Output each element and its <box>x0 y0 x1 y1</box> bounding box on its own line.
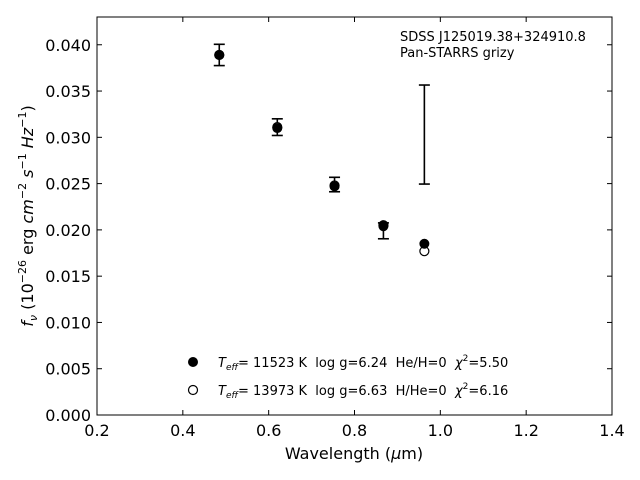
x-tick-label: 1.2 <box>513 421 538 440</box>
model-he-point <box>329 181 340 192</box>
y-tick-label: 0.020 <box>45 221 91 240</box>
y-tick-label: 0.030 <box>45 128 91 147</box>
model-he-point <box>272 123 283 134</box>
y-axis-label: fν (10−26 erg cm−2 s−1 Hz−1) <box>16 105 40 326</box>
model-he-point <box>214 49 225 60</box>
x-axis-label: Wavelength (μm) <box>285 444 423 463</box>
y-axis: 0.000 0.005 0.010 0.015 0.020 0.025 0.030 0.035… <box>45 36 612 425</box>
annotation-line-1: SDSS J125019.38+324910.8 <box>400 30 586 45</box>
legend-marker-open <box>187 384 199 396</box>
legend: Teff= 11523 K log g=6.24 He/H=0 χ2=5.50 … <box>187 354 508 401</box>
annotation-line-2: Pan-STARRS grizy <box>400 46 515 61</box>
model-he-point <box>378 221 389 232</box>
legend-entry-2: Teff= 13973 K log g=6.63 H/He=0 χ2=6.16 <box>218 382 508 401</box>
x-tick-label: 0.2 <box>84 421 109 440</box>
x-tick-label: 0.8 <box>342 421 367 440</box>
y-tick-label: 0.025 <box>45 175 91 194</box>
legend-marker-filled <box>188 357 198 367</box>
x-tick-label: 1.0 <box>428 421 453 440</box>
observed-errorbars <box>213 43 430 240</box>
y-tick-label: 0.035 <box>45 82 91 101</box>
model-he-point <box>419 238 430 249</box>
x-tick-label: 0.4 <box>170 421 195 440</box>
legend-entry-1: Teff= 11523 K log g=6.24 He/H=0 χ2=5.50 <box>218 354 508 373</box>
x-axis: 0.2 0.4 0.6 0.8 1.0 1.2 1.4 <box>84 17 625 440</box>
y-tick-label: 0.000 <box>45 406 91 425</box>
x-tick-label: 0.6 <box>256 421 281 440</box>
model-points <box>214 49 430 257</box>
y-tick-label: 0.015 <box>45 267 91 286</box>
x-tick-label: 1.4 <box>599 421 624 440</box>
y-tick-label: 0.040 <box>45 36 91 55</box>
y-tick-label: 0.010 <box>45 313 91 332</box>
y-tick-label: 0.005 <box>45 360 91 379</box>
